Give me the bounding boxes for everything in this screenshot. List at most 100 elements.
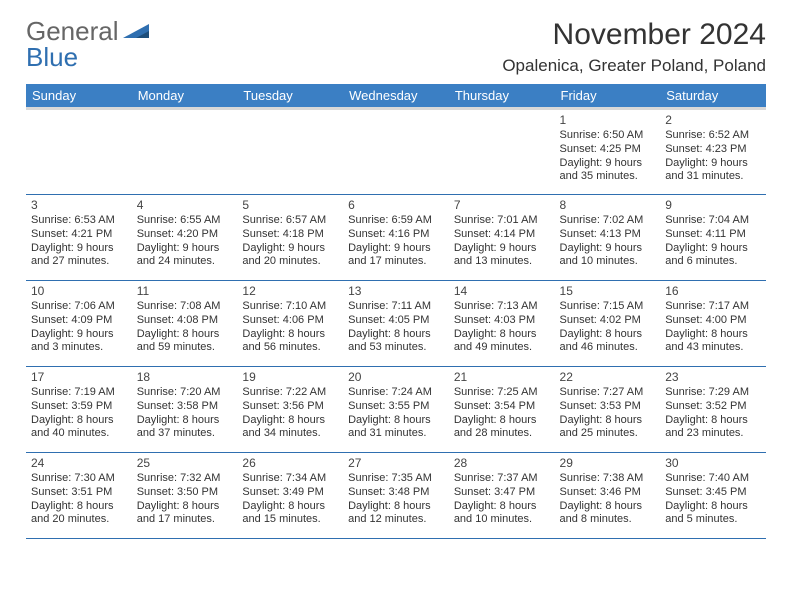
day-detail: Sunset: 3:45 PM — [665, 486, 761, 500]
day-detail: and 3 minutes. — [31, 341, 127, 355]
day-detail: Sunset: 4:05 PM — [348, 314, 444, 328]
day-detail: Daylight: 8 hours — [665, 414, 761, 428]
day-number: 7 — [454, 198, 550, 213]
day-detail: and 12 minutes. — [348, 513, 444, 527]
calendar-day-cell: 1Sunrise: 6:50 AMSunset: 4:25 PMDaylight… — [555, 109, 661, 195]
day-detail: Daylight: 8 hours — [560, 500, 656, 514]
day-detail: and 25 minutes. — [560, 427, 656, 441]
day-detail: Sunset: 4:02 PM — [560, 314, 656, 328]
day-detail: and 49 minutes. — [454, 341, 550, 355]
day-detail: Sunset: 3:49 PM — [242, 486, 338, 500]
day-detail: and 6 minutes. — [665, 255, 761, 269]
day-detail: Sunrise: 7:01 AM — [454, 214, 550, 228]
day-detail: Sunset: 4:23 PM — [665, 143, 761, 157]
day-number: 20 — [348, 370, 444, 385]
day-detail: Sunset: 3:54 PM — [454, 400, 550, 414]
day-detail: and 10 minutes. — [454, 513, 550, 527]
day-detail: Sunrise: 7:13 AM — [454, 300, 550, 314]
calendar-day-cell: 10Sunrise: 7:06 AMSunset: 4:09 PMDayligh… — [26, 281, 132, 367]
day-detail: and 15 minutes. — [242, 513, 338, 527]
day-detail: Daylight: 9 hours — [560, 157, 656, 171]
day-detail: Daylight: 9 hours — [348, 242, 444, 256]
header-bar: General Blue November 2024 Opalenica, Gr… — [26, 18, 766, 76]
day-detail: Daylight: 8 hours — [31, 414, 127, 428]
day-number: 2 — [665, 113, 761, 128]
day-detail: Sunrise: 7:19 AM — [31, 386, 127, 400]
day-detail: Sunrise: 6:52 AM — [665, 129, 761, 143]
day-detail: and 46 minutes. — [560, 341, 656, 355]
calendar-day-cell: 3Sunrise: 6:53 AMSunset: 4:21 PMDaylight… — [26, 195, 132, 281]
day-detail: Sunset: 4:25 PM — [560, 143, 656, 157]
day-detail: and 10 minutes. — [560, 255, 656, 269]
logo-triangle-icon — [123, 22, 149, 44]
day-detail: Sunset: 3:56 PM — [242, 400, 338, 414]
day-detail: Daylight: 9 hours — [665, 157, 761, 171]
calendar-day-cell: 26Sunrise: 7:34 AMSunset: 3:49 PMDayligh… — [237, 453, 343, 539]
day-number: 23 — [665, 370, 761, 385]
calendar-day-cell: 28Sunrise: 7:37 AMSunset: 3:47 PMDayligh… — [449, 453, 555, 539]
day-detail: Sunset: 3:52 PM — [665, 400, 761, 414]
day-detail: Daylight: 9 hours — [242, 242, 338, 256]
day-detail: Sunrise: 7:38 AM — [560, 472, 656, 486]
weekday-header: Thursday — [449, 84, 555, 109]
day-detail: Daylight: 8 hours — [242, 414, 338, 428]
calendar-day-cell: 2Sunrise: 6:52 AMSunset: 4:23 PMDaylight… — [660, 109, 766, 195]
title-block: November 2024 Opalenica, Greater Poland,… — [502, 18, 766, 76]
day-detail: Sunset: 3:48 PM — [348, 486, 444, 500]
day-detail: Sunset: 4:21 PM — [31, 228, 127, 242]
calendar-day-cell — [26, 109, 132, 195]
day-detail: Sunset: 3:46 PM — [560, 486, 656, 500]
calendar-day-cell — [237, 109, 343, 195]
day-number: 26 — [242, 456, 338, 471]
calendar-day-cell: 16Sunrise: 7:17 AMSunset: 4:00 PMDayligh… — [660, 281, 766, 367]
day-detail: and 34 minutes. — [242, 427, 338, 441]
day-detail: Sunset: 4:20 PM — [137, 228, 233, 242]
day-number: 25 — [137, 456, 233, 471]
day-detail: Sunrise: 6:53 AM — [31, 214, 127, 228]
day-detail: Sunset: 3:47 PM — [454, 486, 550, 500]
day-detail: Daylight: 8 hours — [560, 328, 656, 342]
day-detail: and 5 minutes. — [665, 513, 761, 527]
day-detail: Daylight: 8 hours — [454, 500, 550, 514]
day-detail: Sunset: 4:06 PM — [242, 314, 338, 328]
day-detail: Sunrise: 7:20 AM — [137, 386, 233, 400]
day-detail: Sunrise: 7:37 AM — [454, 472, 550, 486]
day-detail: Daylight: 8 hours — [242, 328, 338, 342]
day-detail: Daylight: 9 hours — [31, 242, 127, 256]
day-detail: and 27 minutes. — [31, 255, 127, 269]
calendar-day-cell: 20Sunrise: 7:24 AMSunset: 3:55 PMDayligh… — [343, 367, 449, 453]
calendar-day-cell: 14Sunrise: 7:13 AMSunset: 4:03 PMDayligh… — [449, 281, 555, 367]
day-number: 21 — [454, 370, 550, 385]
day-detail: Sunrise: 7:02 AM — [560, 214, 656, 228]
day-detail: Sunrise: 6:59 AM — [348, 214, 444, 228]
day-detail: Daylight: 8 hours — [348, 500, 444, 514]
calendar-day-cell: 29Sunrise: 7:38 AMSunset: 3:46 PMDayligh… — [555, 453, 661, 539]
day-detail: Sunset: 3:50 PM — [137, 486, 233, 500]
day-detail: Sunrise: 6:50 AM — [560, 129, 656, 143]
day-detail: Daylight: 8 hours — [137, 500, 233, 514]
logo: General Blue — [26, 18, 149, 70]
day-number: 5 — [242, 198, 338, 213]
day-detail: Daylight: 8 hours — [242, 500, 338, 514]
day-detail: Daylight: 9 hours — [137, 242, 233, 256]
day-number: 10 — [31, 284, 127, 299]
day-number: 16 — [665, 284, 761, 299]
calendar-day-cell: 8Sunrise: 7:02 AMSunset: 4:13 PMDaylight… — [555, 195, 661, 281]
day-number: 28 — [454, 456, 550, 471]
day-detail: Daylight: 8 hours — [560, 414, 656, 428]
day-detail: Daylight: 8 hours — [348, 414, 444, 428]
day-detail: and 53 minutes. — [348, 341, 444, 355]
day-detail: and 37 minutes. — [137, 427, 233, 441]
day-detail: Sunrise: 7:30 AM — [31, 472, 127, 486]
day-detail: Sunrise: 7:11 AM — [348, 300, 444, 314]
day-detail: Sunrise: 7:22 AM — [242, 386, 338, 400]
weekday-header: Wednesday — [343, 84, 449, 109]
calendar-day-cell: 25Sunrise: 7:32 AMSunset: 3:50 PMDayligh… — [132, 453, 238, 539]
day-detail: Sunrise: 7:08 AM — [137, 300, 233, 314]
day-number: 3 — [31, 198, 127, 213]
day-detail: Sunset: 4:14 PM — [454, 228, 550, 242]
day-detail: Sunrise: 7:29 AM — [665, 386, 761, 400]
day-detail: Sunrise: 7:15 AM — [560, 300, 656, 314]
day-number: 19 — [242, 370, 338, 385]
weekday-header-row: Sunday Monday Tuesday Wednesday Thursday… — [26, 84, 766, 109]
